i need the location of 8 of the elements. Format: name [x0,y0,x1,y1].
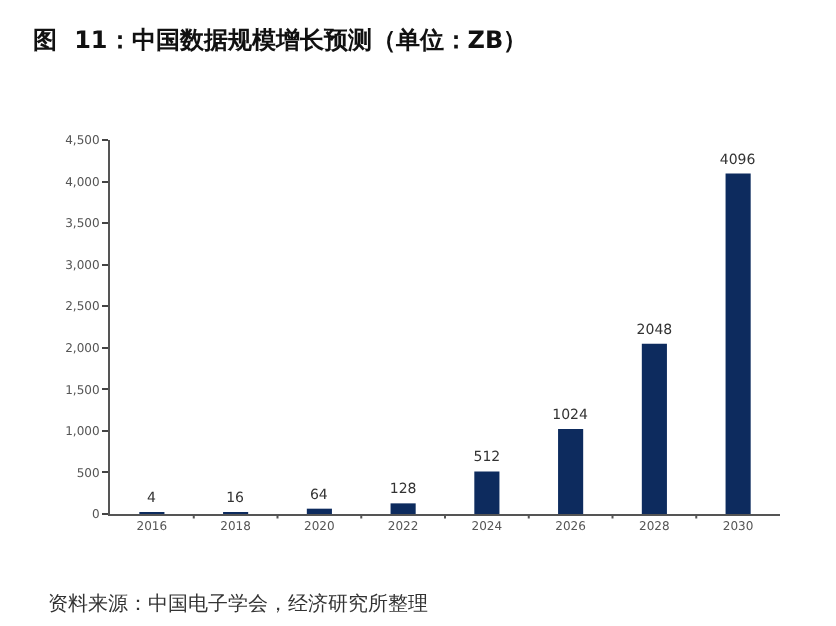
bar [558,428,584,514]
bar [641,343,667,514]
text: 资料来源：中国电子学会，经济研究所整理 [48,592,428,616]
bar [474,471,500,514]
bar [725,173,751,514]
chart-title: 图 11：中国数据规模增长预测（单位：ZB） [33,26,528,55]
bar [390,503,416,514]
bar [306,508,332,514]
